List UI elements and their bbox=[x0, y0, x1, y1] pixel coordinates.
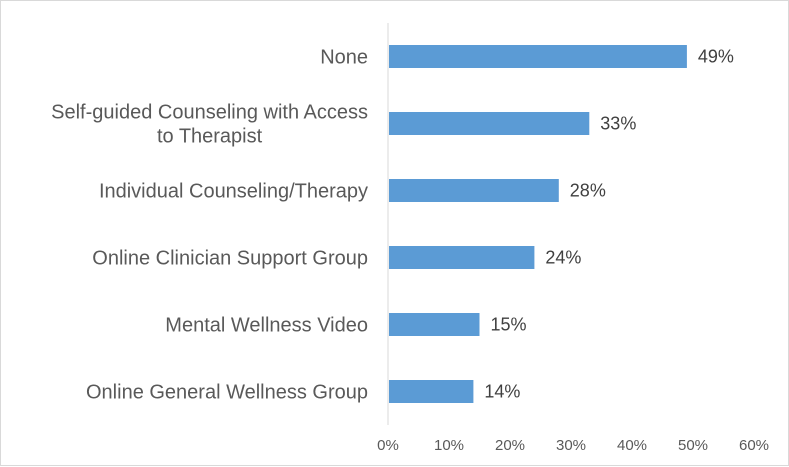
x-tick-label-0: 0% bbox=[377, 437, 399, 454]
category-label-line: Mental Wellness Video bbox=[165, 315, 368, 337]
bar-6 bbox=[389, 380, 474, 403]
category-label-line: None bbox=[320, 47, 368, 69]
category-label-1: None bbox=[320, 47, 368, 69]
x-tick-label-3: 30% bbox=[556, 437, 586, 454]
category-label-line: Online General Wellness Group bbox=[86, 382, 368, 404]
x-tick-label-4: 40% bbox=[617, 437, 647, 454]
bar-1 bbox=[389, 45, 687, 68]
bar-5 bbox=[389, 313, 480, 336]
bar-2 bbox=[389, 112, 590, 135]
data-label-1: 49% bbox=[698, 47, 734, 67]
x-tick-label-5: 50% bbox=[678, 437, 708, 454]
category-label-line: Individual Counseling/Therapy bbox=[99, 181, 368, 203]
data-label-2: 33% bbox=[600, 114, 636, 134]
category-label-line: to Therapist bbox=[157, 126, 263, 148]
data-label-3: 28% bbox=[570, 181, 606, 201]
category-label-4: Online Clinician Support Group bbox=[92, 248, 368, 270]
x-tick-label-2: 20% bbox=[495, 437, 525, 454]
category-label-2: Self-guided Counseling with Access to The… bbox=[51, 102, 368, 148]
category-label-5: Mental Wellness Video bbox=[165, 315, 368, 337]
data-label-5: 15% bbox=[491, 315, 527, 335]
category-label-line: Online Clinician Support Group bbox=[92, 248, 368, 270]
data-label-6: 14% bbox=[484, 382, 520, 402]
data-label-4: 24% bbox=[545, 248, 581, 268]
bar-3 bbox=[389, 179, 559, 202]
bar-4 bbox=[389, 246, 535, 269]
x-tick-label-6: 60% bbox=[739, 437, 769, 454]
category-label-6: Online General Wellness Group bbox=[86, 382, 368, 404]
category-label-line: Self-guided Counseling with Access bbox=[51, 102, 368, 124]
category-label-3: Individual Counseling/Therapy bbox=[99, 181, 368, 203]
x-tick-label-1: 10% bbox=[434, 437, 464, 454]
